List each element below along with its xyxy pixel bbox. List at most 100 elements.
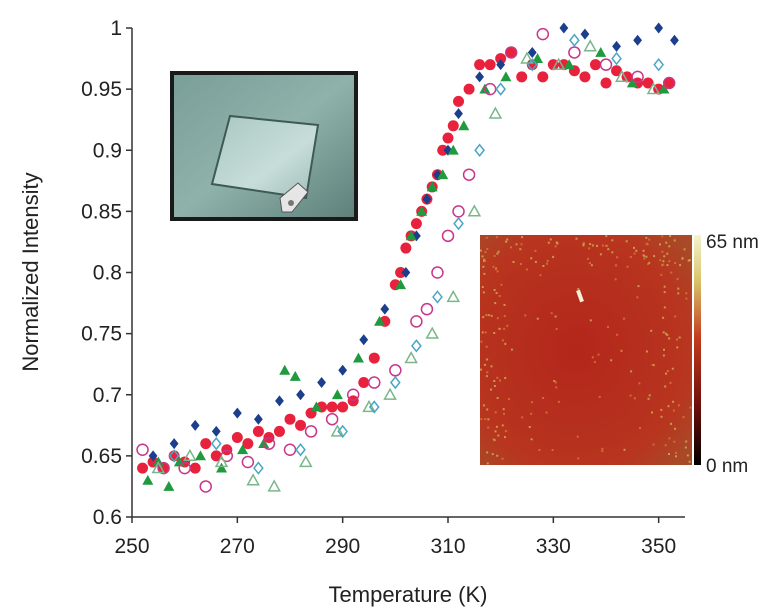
afm-speckle [643, 254, 646, 257]
afm-speckle [642, 249, 645, 252]
afm-speckle [486, 462, 489, 465]
data-point [563, 59, 575, 70]
data-point [453, 216, 464, 231]
afm-speckle [599, 253, 602, 256]
data-point [454, 108, 463, 120]
data-point [642, 77, 654, 89]
afm-speckle [490, 314, 493, 317]
data-point [389, 364, 402, 377]
data-point [495, 53, 507, 65]
afm-speckle [669, 235, 672, 237]
y-tick-label: 0.6 [93, 506, 122, 529]
x-tick-label: 290 [325, 535, 360, 558]
afm-speckle [551, 449, 554, 451]
data-point [547, 59, 559, 71]
afm-speckle [591, 356, 594, 359]
afm-speckle [501, 457, 504, 460]
afm-speckle [672, 400, 675, 403]
afm-speckle [670, 422, 672, 425]
afm-speckle [497, 250, 500, 253]
data-point [273, 425, 285, 437]
afm-speckle [546, 259, 549, 262]
afm-speckle [661, 250, 664, 253]
afm-speckle [601, 447, 604, 450]
data-point [453, 95, 465, 107]
data-point [242, 438, 254, 450]
afm-speckle [663, 291, 666, 294]
afm-speckle [520, 243, 523, 246]
afm-speckle [480, 368, 482, 371]
afm-speckle [663, 348, 665, 351]
data-point [654, 22, 664, 34]
afm-speckle [505, 240, 508, 243]
afm-speckle [496, 376, 499, 379]
data-point [488, 106, 503, 119]
data-point [157, 461, 170, 475]
afm-speckle [668, 337, 671, 340]
afm-speckle [674, 427, 676, 430]
afm-speckle [504, 342, 507, 345]
data-point [299, 454, 313, 468]
afm-speckle [510, 348, 513, 351]
afm-speckle [611, 239, 614, 242]
afm-speckle [615, 264, 617, 267]
data-point [447, 144, 459, 155]
afm-speckle [554, 245, 557, 248]
afm-speckle [590, 264, 593, 267]
x-tick-label: 310 [430, 535, 465, 558]
data-point [211, 425, 221, 437]
afm-speckle [660, 273, 663, 276]
afm-speckle [577, 457, 580, 460]
tweezers-icon [279, 182, 309, 213]
data-point [296, 389, 305, 401]
afm-speckle [665, 372, 667, 375]
data-point [653, 57, 665, 72]
afm-speckle [664, 444, 667, 447]
afm-speckle [557, 400, 560, 403]
afm-speckle [671, 367, 674, 370]
afm-speckle [553, 380, 556, 382]
data-point [352, 352, 364, 363]
data-point [633, 34, 642, 46]
data-point [467, 204, 482, 217]
afm-speckle [675, 451, 677, 454]
data-point [148, 450, 158, 462]
afm-speckle [589, 243, 592, 246]
afm-speckle [485, 236, 488, 239]
data-point [496, 59, 506, 71]
afm-speckle [542, 265, 545, 267]
data-point [216, 462, 228, 473]
data-point [426, 181, 438, 192]
afm-speckle [677, 404, 680, 407]
afm-speckle [515, 243, 518, 246]
data-point [551, 57, 566, 70]
afm-speckle [503, 327, 506, 330]
data-point [595, 46, 607, 57]
afm-speckle [495, 292, 498, 294]
afm-speckle [530, 257, 533, 260]
afm-speckle [616, 333, 619, 336]
data-point [254, 413, 263, 425]
data-point [168, 449, 180, 463]
afm-speckle [588, 247, 591, 250]
afm-speckle [623, 448, 626, 451]
data-point [431, 266, 444, 279]
data-point [463, 83, 475, 95]
data-point [368, 352, 380, 364]
afm-speckle [606, 244, 609, 247]
data-point [646, 82, 661, 95]
afm-speckle [663, 285, 666, 288]
afm-speckle [625, 240, 628, 243]
afm-speckle [668, 260, 671, 263]
afm-speckle [554, 315, 557, 318]
afm-speckle [530, 412, 533, 415]
afm-speckle [503, 314, 506, 317]
data-point [289, 370, 301, 381]
data-point [189, 462, 201, 474]
afm-speckle [519, 248, 522, 251]
afm-speckle [591, 244, 594, 247]
data-point [475, 71, 484, 83]
afm-speckle [681, 257, 684, 260]
afm-speckle [493, 385, 496, 387]
data-point [383, 387, 397, 400]
